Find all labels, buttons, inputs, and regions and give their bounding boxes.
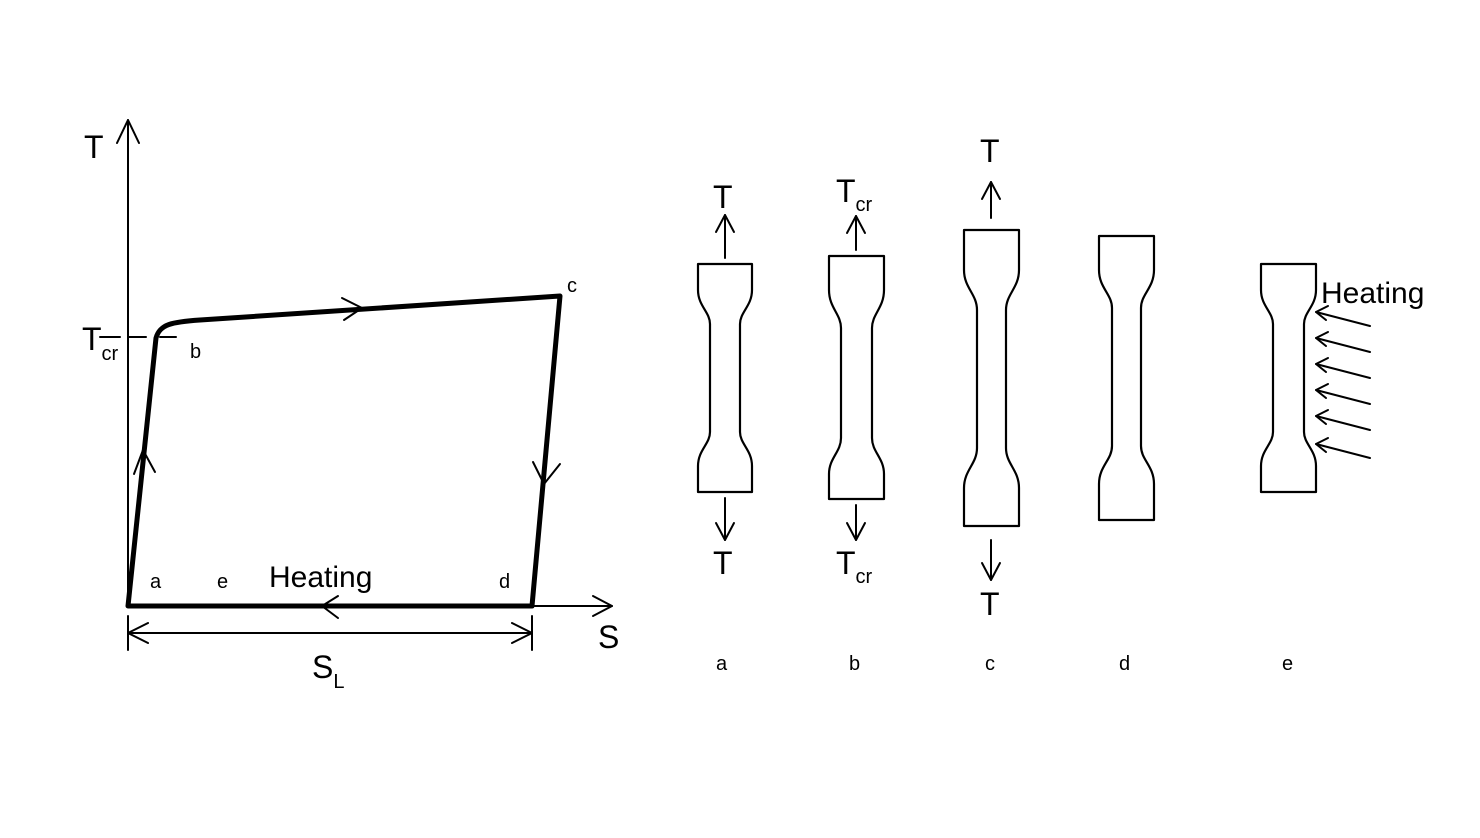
specimen-c-bottom-arrow [981,539,1001,581]
specimen-c: T T c [962,133,1021,675]
heating-path-label: Heating [269,561,372,594]
specimen-c-top-arrow [981,181,1001,219]
specimen-a-top-arrow [715,214,735,259]
y-axis-label: T [84,129,104,165]
length-label: SL [312,649,344,693]
cycle-graph: T S Tcr a b c d e Heating [82,119,619,693]
arrow-yield-right [341,297,363,321]
specimen-c-bottom-force: T [980,586,1000,622]
specimen-d-label: d [1119,653,1130,675]
specimen-d: d [1097,234,1156,675]
specimen-b-body [827,254,886,501]
arrow-unloading-down [532,461,561,485]
y-axis [116,119,140,607]
specimen-c-label: c [985,653,995,675]
specimen-b-label: b [849,653,860,675]
specimen-a: T T a [696,179,754,675]
specimen-a-bottom-force: T [713,545,733,581]
specimen-c-body [962,228,1021,528]
specimen-b: Tcr Tcr b [827,173,886,675]
specimen-b-bottom-force: Tcr [836,545,873,588]
heating-arrows [1315,305,1371,459]
point-c-label: c [567,275,577,297]
specimen-e-label: e [1282,653,1293,675]
specimen-e-body [1259,262,1318,494]
specimen-e-heating-label: Heating [1321,277,1424,310]
length-dimension [127,615,533,651]
arrow-loading-up [133,449,156,475]
critical-level-label: Tcr [82,321,119,365]
specimen-a-bottom-arrow [715,497,735,541]
cycle-loop [125,293,563,609]
specimen-a-label: a [716,653,728,675]
specimen-b-top-arrow [846,215,866,251]
point-d-label: d [499,571,510,593]
x-axis-label: S [598,619,619,655]
specimen-d-body [1097,234,1156,522]
point-e-label: e [217,571,228,593]
specimen-a-top-force: T [713,179,733,215]
specimen-c-top-force: T [980,133,1000,169]
specimen-e: Heating e [1259,262,1424,675]
point-a-label: a [150,571,162,593]
specimen-b-bottom-arrow [846,504,866,541]
arrow-heating-left [321,595,339,619]
specimen-a-body [696,262,754,494]
point-b-label: b [190,341,201,363]
specimen-b-top-force: Tcr [836,173,873,216]
